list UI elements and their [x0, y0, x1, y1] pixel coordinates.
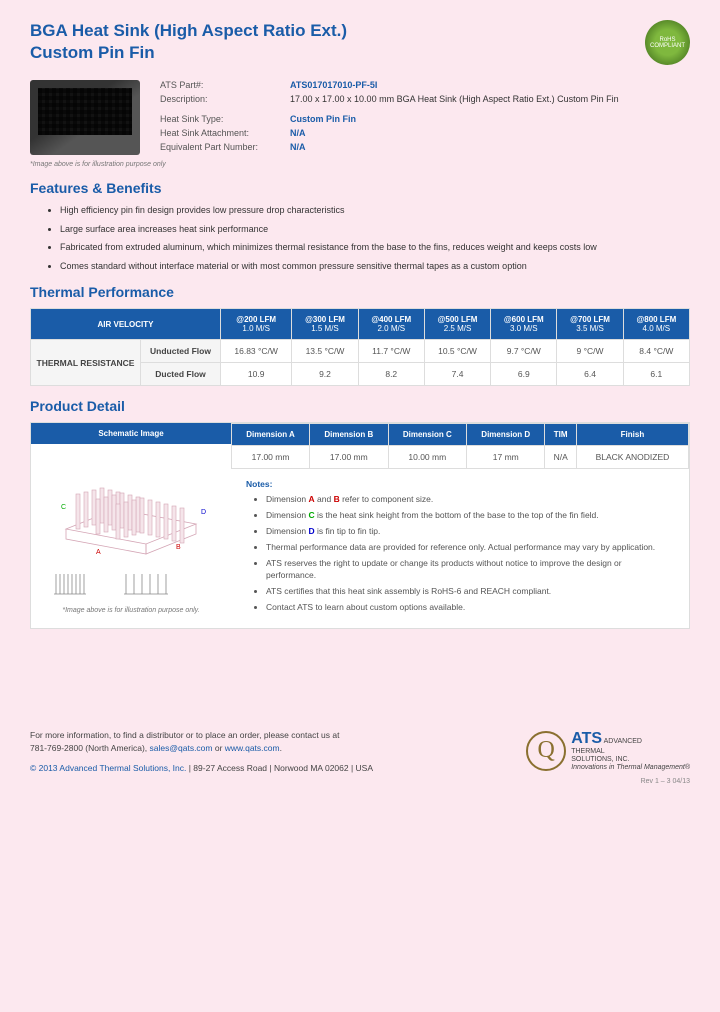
schematic-caption: *Image above is for illustration purpose… [41, 607, 221, 614]
email-link[interactable]: sales@qats.com [150, 743, 213, 753]
notes-title: Notes: [246, 479, 674, 489]
svg-text:C: C [61, 504, 66, 511]
thermal-table: AIR VELOCITY@200 LFM1.0 M/S@300 LFM1.5 M… [30, 308, 690, 386]
image-caption: *Image above is for illustration purpose… [30, 161, 690, 168]
footer-contact: For more information, to find a distribu… [30, 729, 373, 755]
rohs-badge: RoHS COMPLIANT [645, 20, 690, 65]
revision: Rev 1 – 3 04/13 [30, 778, 690, 785]
svg-text:D: D [201, 509, 206, 516]
notes-list: Dimension A and B refer to component siz… [246, 494, 674, 613]
features-list: High efficiency pin fin design provides … [30, 204, 690, 272]
product-detail: Schematic Image C D [30, 422, 690, 628]
thermal-title: Thermal Performance [30, 284, 690, 300]
svg-text:A: A [96, 549, 101, 556]
web-link[interactable]: www.qats.com [225, 743, 280, 753]
page-title: BGA Heat Sink (High Aspect Ratio Ext.) C… [30, 20, 347, 64]
features-title: Features & Benefits [30, 180, 690, 196]
company-logo: Q ATS ADVANCEDTHERMALSOLUTIONS, INC. Inn… [526, 729, 690, 773]
product-info-grid: ATS Part#:ATS017017010-PF-5IDescription:… [160, 80, 690, 156]
copyright: © 2013 Advanced Thermal Solutions, Inc. … [30, 763, 373, 773]
schematic-image: C D A B [46, 449, 216, 599]
detail-title: Product Detail [30, 398, 690, 414]
schematic-header: Schematic Image [31, 423, 231, 444]
svg-text:B: B [176, 544, 181, 551]
product-image [30, 80, 140, 155]
